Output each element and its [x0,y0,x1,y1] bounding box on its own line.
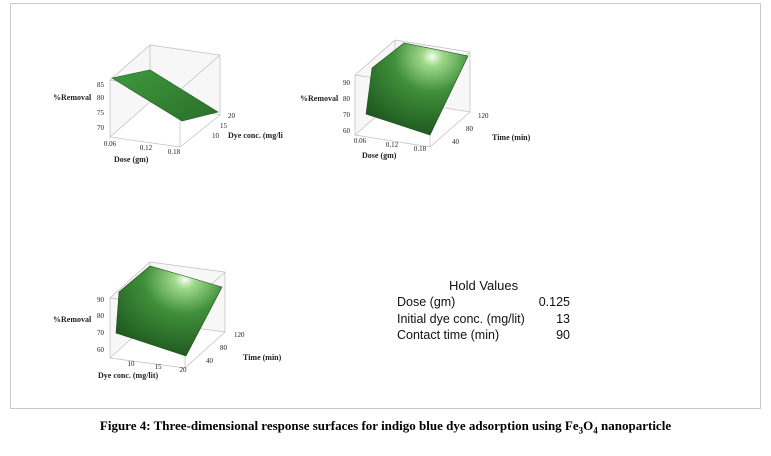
chart-3-y-tick-0: 120 [234,331,245,339]
caption-sub-2: 4 [593,425,598,436]
chart-2-z-tick-2: 70 [343,111,351,119]
hold-row-2-value: 90 [556,328,570,342]
chart-3-z-tick-3: 60 [97,346,105,354]
chart-2-y-tick-2: 40 [452,138,460,146]
caption-suffix: nanoparticle [597,418,672,433]
chart-3: 90 80 70 60 %Removal 10 15 20 Dye conc. … [53,261,282,380]
chart-2-z-label: %Removal [300,94,339,103]
chart-1-z-tick-3: 70 [97,124,105,132]
chart-3-x-tick-1: 15 [155,363,163,371]
chart-2-y-tick-0: 120 [478,112,489,120]
chart-1-y-tick-0: 20 [228,112,236,120]
hold-row-1-value: 13 [556,312,570,326]
chart-3-y-label: Time (min) [243,353,282,362]
chart-2-x-tick-1: 0.12 [386,141,399,149]
chart-2-x-tick-0: 0.06 [354,137,367,145]
chart-3-z-label: %Removal [53,315,92,324]
chart-2-z-tick-1: 80 [343,95,351,103]
chart-3-x-tick-2: 20 [180,366,188,374]
chart-1-z-label: %Removal [53,93,92,102]
chart-3-x-tick-0: 10 [128,360,136,368]
chart-1-z-tick-2: 75 [97,109,105,117]
chart-1-x-label: Dose (gm) [114,155,149,164]
chart-2-x-tick-2: 0.18 [414,145,427,153]
figure-caption: Figure 4: Three-dimensional response sur… [0,418,771,436]
chart-2: 90 80 70 60 %Removal 0.06 0.12 0.18 Dose… [300,39,531,160]
chart-2-x-label: Dose (gm) [362,151,397,160]
chart-1-surface [111,69,219,122]
hold-row-0-value: 0.125 [538,295,570,309]
caption-sub-1: 3 [578,425,584,436]
hold-row-1-label: Initial dye conc. (mg/lit) [397,312,525,326]
chart-2-z-tick-3: 60 [343,127,351,135]
chart-1-x-tick-2: 0.18 [168,148,181,156]
chart-1-y-label: Dye conc. (mg/li [228,131,284,140]
chart-1-y-tick-2: 10 [212,132,220,140]
chart-1-z-tick-0: 85 [97,81,105,89]
chart-3-z-tick-1: 80 [97,312,105,320]
hold-row-2-label: Contact time (min) [397,328,500,342]
chart-1: 85 80 75 70 %Removal 0.06 0.12 0.18 Dose… [53,44,284,164]
chart-3-z-tick-0: 90 [97,296,105,304]
caption-prefix: Figure 4: Three-dimensional response sur… [99,418,579,433]
caption-mid: O [583,418,594,433]
chart-1-x-tick-0: 0.06 [104,140,117,148]
chart-1-y-tick-1: 15 [220,122,228,130]
chart-2-y-tick-1: 80 [466,125,474,133]
chart-2-surface [365,42,469,136]
chart-2-y-label: Time (min) [492,133,531,142]
chart-3-surface [115,265,223,357]
chart-3-y-tick-2: 40 [206,357,214,365]
chart-1-z-tick-1: 80 [97,94,105,102]
hold-values-title: Hold Values [449,278,519,293]
chart-2-z-tick-0: 90 [343,79,351,87]
chart-3-z-tick-2: 70 [97,329,105,337]
hold-row-0-label: Dose (gm) [397,295,456,309]
chart-3-x-label: Dye conc. (mg/lit) [98,371,159,380]
chart-3-y-tick-1: 80 [220,344,228,352]
chart-1-x-tick-1: 0.12 [140,144,153,152]
